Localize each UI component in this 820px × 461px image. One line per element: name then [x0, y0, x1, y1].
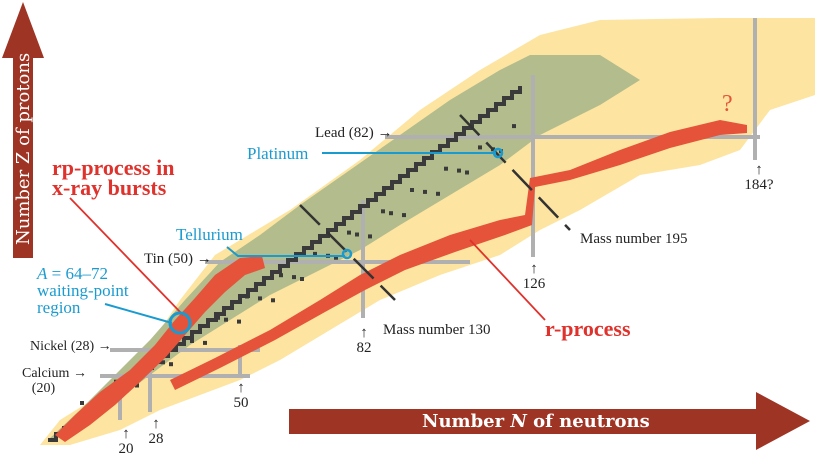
neutron-magic-28: ↑ 28 — [148, 416, 164, 447]
waiting-point-leader — [104, 303, 173, 324]
waiting-point-circle-icon — [168, 311, 192, 335]
stable-nucleus — [465, 170, 469, 175]
stable-nucleus — [444, 166, 448, 171]
neutron-axis-arrow — [289, 392, 810, 450]
stable-nucleus — [402, 213, 406, 218]
proton-magic-lead: Lead (82) → — [315, 125, 393, 141]
stable-nucleus — [245, 294, 249, 299]
waiting-point-mass-var: A — [37, 264, 48, 283]
proton-axis-label: Number Z of protons — [13, 53, 34, 245]
platinum-label: Platinum — [247, 144, 309, 163]
stable-nucleus — [313, 251, 317, 256]
rp-process-line1: rp-process in — [52, 155, 175, 180]
proton-magic-tin: Tin (50) → — [144, 251, 212, 267]
rp-process-line2: x-ray bursts — [52, 175, 167, 200]
stable-nucleus — [203, 340, 207, 345]
neutron-axis-label: Number N of neutrons — [422, 411, 650, 432]
waiting-point-label: A = 64–72 waiting-point region — [37, 265, 129, 316]
stable-nucleus — [478, 145, 482, 150]
tellurium-marker-icon — [341, 248, 353, 260]
mass-number-130-label: Mass number 130 — [383, 322, 491, 338]
platinum-marker-icon — [492, 147, 504, 159]
neutron-magic-82: ↑ 82 — [356, 325, 372, 356]
r-process-path — [170, 120, 747, 390]
neutron-magic-126: ↑ 126 — [522, 261, 546, 292]
stable-nucleus — [135, 383, 139, 388]
stable-nucleus — [368, 234, 372, 239]
stable-nucleus — [190, 339, 194, 343]
stable-nucleus — [271, 298, 275, 303]
stable-nucleus — [80, 401, 84, 405]
stable-nucleus — [279, 273, 283, 278]
unknown-nuclei-region — [40, 18, 815, 445]
stable-nucleus — [512, 124, 516, 129]
unknown-question-mark: ? — [722, 91, 733, 117]
proton-magic-calcium: Calcium → (20) — [22, 366, 87, 396]
rp-process-path — [55, 256, 265, 442]
mass-number-195-label: Mass number 195 — [580, 231, 688, 247]
stable-nucleus — [292, 275, 296, 280]
waiting-point-range: = 64–72 — [47, 264, 108, 283]
neutron-magic-184: ↑ 184? — [744, 162, 774, 193]
r-process-label: r-process — [545, 316, 631, 341]
tellurium-leader — [226, 246, 345, 257]
proton-magic-nickel: Nickel (28) → — [30, 339, 112, 354]
stable-nucleus — [347, 230, 351, 235]
stable-nucleus — [457, 168, 461, 173]
stable-nucleus — [355, 232, 359, 237]
stable-nucleus — [410, 188, 414, 192]
mass-number-130-line — [299, 204, 396, 301]
stable-nucleus — [381, 209, 385, 214]
stable-nucleus — [237, 319, 241, 324]
stable-nucleus — [389, 211, 393, 216]
stable-nucleus — [334, 255, 338, 260]
mass-number-195-line — [459, 114, 571, 231]
stable-nucleus — [258, 296, 262, 301]
stable-nucleus — [182, 337, 186, 342]
stable-nucleus — [300, 277, 304, 281]
waiting-point-line2: waiting-point — [37, 281, 129, 300]
rp-process-leader — [69, 197, 184, 316]
rp-process-label: rp-process in x-ray bursts — [52, 155, 175, 200]
stable-nucleus — [161, 360, 165, 365]
neutron-magic-50: ↑ 50 — [233, 380, 249, 411]
stable-nucleus — [423, 189, 427, 194]
tellurium-label: Tellurium — [176, 225, 243, 244]
waiting-point-line3: region — [37, 298, 81, 317]
r-process-leader — [469, 239, 546, 321]
neutron-magic-20: ↑ 20 — [118, 426, 134, 457]
proton-axis-arrow — [2, 2, 44, 258]
stable-nucleus — [216, 315, 220, 320]
stable-nucleus — [436, 191, 440, 196]
stable-nucleus — [169, 362, 173, 367]
stable-nucleus — [224, 317, 228, 322]
